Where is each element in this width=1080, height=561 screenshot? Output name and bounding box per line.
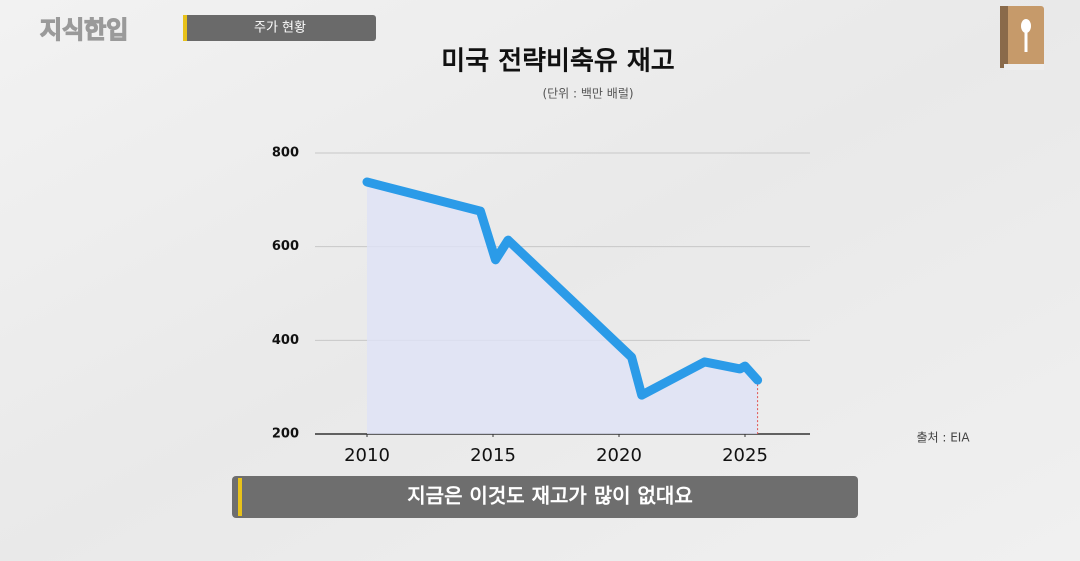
y-tick-label: 400: [272, 333, 299, 348]
x-tick-label: 2025: [722, 445, 768, 466]
book-icon: [1000, 6, 1044, 70]
source: 출처 : EIA: [916, 431, 970, 445]
y-tick-label: 200: [272, 427, 299, 442]
x-tick-label: 2020: [596, 445, 642, 466]
caption-accent: [238, 478, 242, 516]
plot: 200 400 600 800 2010 2015 2020 2025: [272, 146, 810, 466]
tag: 주가 현황: [254, 21, 306, 36]
tag-accent: [183, 15, 187, 41]
area: [367, 182, 758, 434]
logo: 지식한입: [40, 16, 128, 44]
tag-box: [183, 15, 376, 41]
chart-title: 미국 전략비축유 재고: [441, 47, 674, 77]
caption: 지금은 이것도 재고가 많이 없대요: [407, 484, 692, 508]
caption-box: [232, 476, 858, 518]
line: [362, 177, 763, 400]
y-tick-label: 800: [272, 146, 299, 161]
x-tick-label: 2015: [470, 445, 516, 466]
chart-subtitle: (단위 : 백만 배럴): [542, 87, 633, 101]
y-tick-label: 600: [272, 239, 299, 254]
x-tick-label: 2010: [344, 445, 390, 466]
